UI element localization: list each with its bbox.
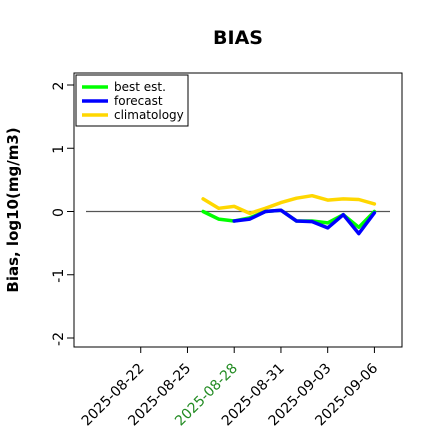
legend-label: best est. [114, 80, 166, 94]
y-tick-label: 2 [51, 82, 67, 91]
series-line-forecast [232, 208, 377, 236]
y-tick-label: 0 [51, 208, 67, 217]
series-line-climatology [201, 193, 377, 216]
y-tick-label: 1 [51, 145, 67, 154]
plot-frame [73, 72, 403, 348]
y-tick-label: -2 [51, 332, 67, 346]
chart-marks: -2-10122025-08-222025-08-252025-08-28202… [51, 74, 390, 429]
legend-label: climatology [114, 108, 184, 122]
legend-label: forecast [114, 94, 163, 108]
chart-title: BIAS [213, 27, 263, 49]
y-tick-label: -1 [51, 269, 67, 283]
y-axis-label: Bias, log10(mg/m3) [4, 127, 22, 292]
